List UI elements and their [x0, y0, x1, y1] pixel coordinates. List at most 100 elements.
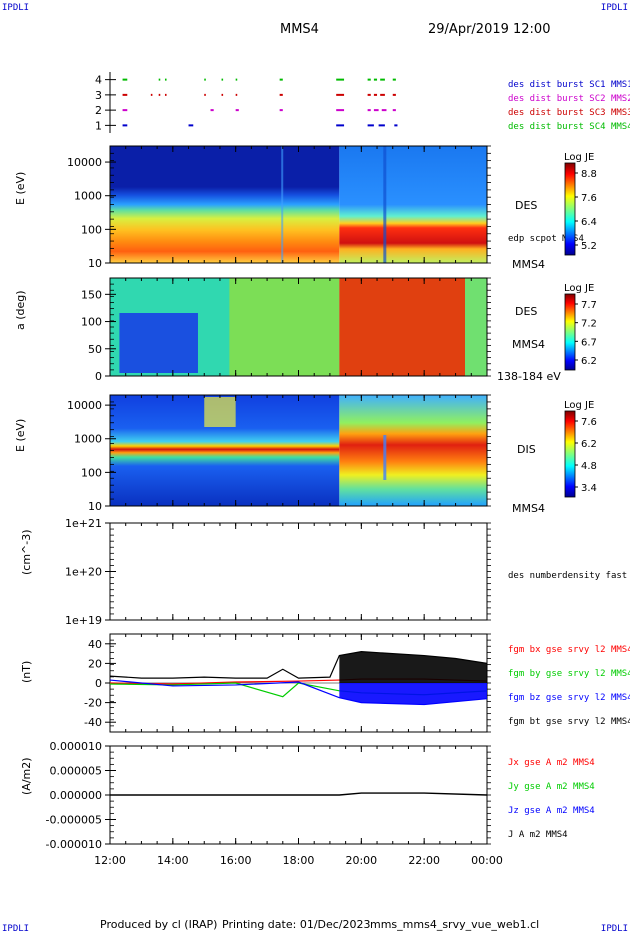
des-energy-dropout — [383, 146, 387, 263]
burst-mark — [336, 93, 345, 96]
pitch-angle-colorbar-tick-label: 6.2 — [581, 356, 597, 367]
density-ytick-label: 1e+21 — [65, 517, 102, 530]
current-density-ytick-label: 0.000005 — [50, 765, 103, 778]
burst-mark — [221, 78, 224, 81]
density-ytick-label: 1e+19 — [65, 614, 102, 627]
burst-mark — [279, 78, 283, 81]
corner-mark-br: IPDLI — [600, 924, 628, 934]
magnetic-field-ytick-label: -40 — [84, 716, 102, 729]
pitch-angle-side-label: DES — [515, 305, 537, 318]
burst-ytick-label: 4 — [95, 74, 102, 87]
magnetic-field-bt-envelope — [339, 651, 487, 683]
burst-mark — [367, 124, 374, 127]
time-axis-tick-label: 22:00 — [408, 854, 440, 867]
des-energy-active-region — [339, 146, 487, 263]
time-axis-tick-label: 16:00 — [220, 854, 252, 867]
des-energy-ytick-label: 10000 — [67, 156, 102, 169]
burst-mark — [373, 109, 379, 112]
pitch-angle-colorbar-title: Log JE — [564, 283, 594, 294]
burst-mark — [158, 78, 161, 81]
burst-mark — [373, 93, 378, 96]
burst-mark — [378, 124, 385, 127]
current-density-legend-entry: Jz gse A m2 MMS4 — [508, 806, 595, 816]
burst-mark — [235, 109, 239, 112]
corner-mark-bl: IPDLI — [2, 924, 30, 934]
dis-energy-colorbar-tick-label: 3.4 — [581, 483, 597, 494]
dis-energy-ytick-label: 1000 — [74, 433, 102, 446]
burst-mark — [367, 93, 371, 96]
dis-energy-colorbar — [564, 410, 576, 498]
pitch-angle-ytick-label: 150 — [81, 288, 102, 301]
des-energy-colorbar-tick-label: 6.4 — [581, 217, 597, 228]
burst-mark — [380, 93, 385, 96]
magnetic-field-ytick-label: 20 — [88, 657, 102, 670]
footer-printing-date: Printing date: 01/Dec/2023 — [222, 918, 371, 931]
burst-mark — [336, 109, 345, 112]
burst-legend-entry: des dist burst SC2 MMS2 — [508, 94, 630, 104]
current-density-ytick-label: 0.000000 — [50, 789, 103, 802]
time-axis-tick-label: 14:00 — [157, 854, 189, 867]
magnetic-field-bz-envelope — [339, 683, 487, 705]
current-density-legend-entry: Jy gse A m2 MMS4 — [508, 782, 595, 792]
burst-mark — [122, 124, 128, 127]
dis-energy-upper-patch — [204, 397, 236, 427]
magnetic-field-series-line — [109, 679, 488, 706]
burst-mark — [367, 78, 371, 81]
burst-mark — [336, 124, 345, 127]
pitch-angle-low-band — [119, 313, 198, 373]
pitch-angle-ylabel: a (deg) — [14, 290, 27, 330]
dis-energy-side-label: DIS — [517, 443, 536, 456]
dis-energy-colorbar-tick-label: 4.8 — [581, 461, 597, 472]
burst-mark — [164, 93, 167, 96]
des-energy-side-label: DES — [515, 199, 537, 212]
current-density-legend-entry: Jx gse A m2 MMS4 — [508, 758, 595, 768]
pitch-angle-ytick-label: 0 — [95, 370, 102, 383]
des-energy-colorbar-tick-label: 5.2 — [581, 241, 597, 252]
magnetic-field-ylabel: (nT) — [20, 661, 33, 683]
burst-mark — [122, 78, 128, 81]
burst-mark — [235, 93, 238, 96]
burst-mark — [210, 109, 214, 112]
dis-energy-colorbar-tick-label: 6.2 — [581, 439, 597, 450]
burst-mark — [158, 93, 161, 96]
burst-mark — [279, 93, 283, 96]
des-energy-ylabel: E (eV) — [14, 172, 27, 205]
pitch-angle-active-region — [339, 278, 487, 376]
magnetic-field-legend-entry: fgm by gse srvy l2 MMS4 — [508, 669, 630, 679]
magnetic-field-ytick-label: -20 — [84, 697, 102, 710]
time-axis-tick-label: 20:00 — [345, 854, 377, 867]
magnetic-field-legend-entry: fgm bz gse srvy l2 MMS4 — [508, 693, 630, 703]
pitch-angle-ytick-label: 50 — [88, 343, 102, 356]
density-frame — [109, 522, 488, 621]
dis-energy-ylabel: E (eV) — [14, 419, 27, 452]
burst-mark — [381, 109, 387, 112]
burst-mark — [394, 124, 398, 127]
dis-energy-dropout — [383, 435, 387, 480]
current-density-ytick-label: -0.000005 — [46, 814, 102, 827]
burst-mark — [188, 124, 194, 127]
dis-energy-ytick-label: 100 — [81, 466, 102, 479]
current-density-series-line — [110, 792, 488, 796]
des-energy-side-label-3: MMS4 — [512, 258, 545, 271]
burst-mark — [122, 93, 128, 96]
des-energy-quiet-region — [110, 146, 340, 263]
burst-ytick-label: 3 — [95, 89, 102, 102]
dis-energy-colorbar-title: Log JE — [564, 400, 594, 411]
time-axis-tick-label: 00:00 — [471, 854, 503, 867]
dis-energy-side-label-2: MMS4 — [512, 502, 545, 515]
des-energy-side-label-2: edp scpot MMS4 — [508, 234, 584, 244]
dis-energy-active-region — [339, 395, 487, 506]
pitch-angle-mid-region — [229, 278, 340, 376]
pitch-angle-colorbar — [564, 293, 576, 371]
current-density-ytick-label: 0.000010 — [50, 740, 103, 753]
magnetic-field-ytick-label: 40 — [88, 638, 102, 651]
time-axis-tick-label: 18:00 — [283, 854, 315, 867]
burst-mark — [122, 109, 128, 112]
datetime-title: 29/Apr/2019 12:00 — [428, 22, 551, 37]
pitch-angle-side-label-2: MMS4 — [512, 338, 545, 351]
pitch-angle-side-label-3: 138-184 eV — [497, 370, 561, 383]
spacecraft-title: MMS4 — [280, 22, 319, 37]
burst-mark — [336, 78, 345, 81]
burst-mark — [279, 109, 283, 112]
